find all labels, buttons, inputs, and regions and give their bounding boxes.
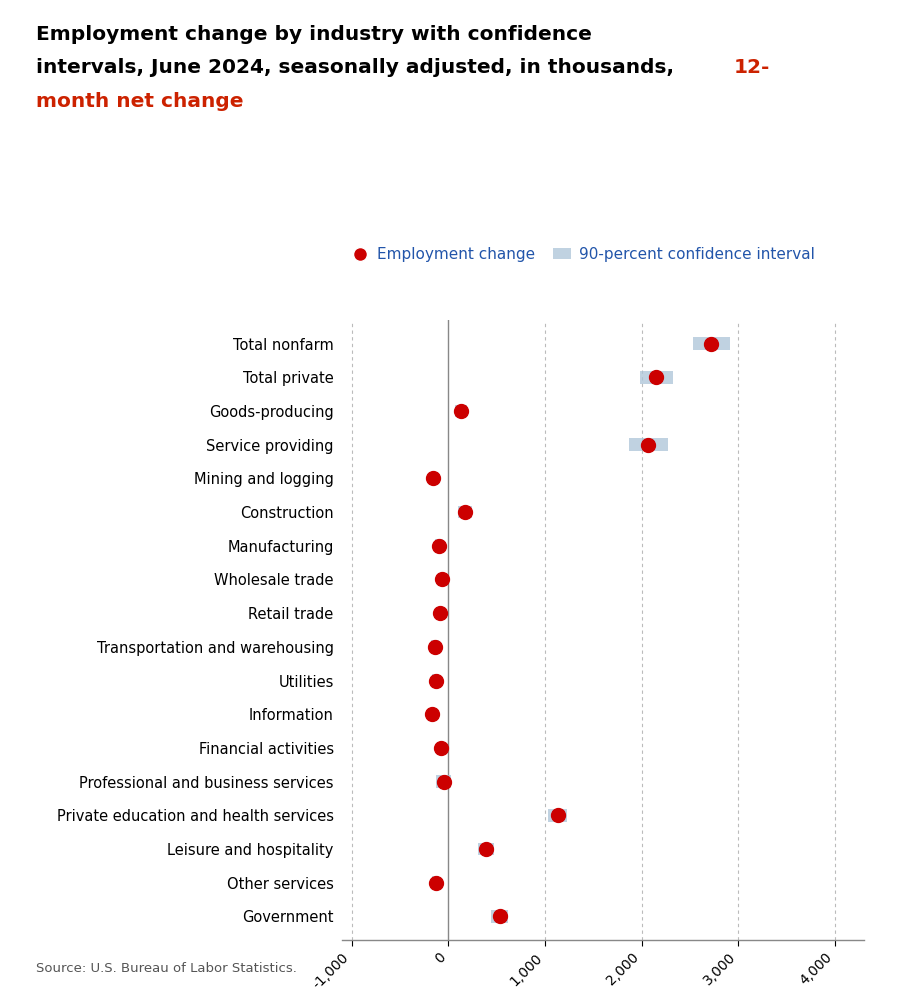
Point [479, 841, 493, 857]
Bar [491, 910, 508, 923]
Point [641, 437, 655, 453]
Bar [455, 405, 467, 417]
Bar [437, 742, 444, 754]
Point [435, 571, 449, 587]
Bar [436, 607, 445, 620]
Bar [428, 708, 436, 721]
Bar [548, 809, 567, 822]
Text: month net change: month net change [36, 92, 244, 111]
Point [432, 538, 446, 554]
Point [551, 807, 565, 823]
Point [704, 336, 718, 352]
Bar [640, 371, 672, 384]
Point [433, 605, 447, 621]
Bar [436, 775, 451, 788]
Point [428, 875, 443, 891]
Text: intervals, June 2024, seasonally adjusted, in thousands,: intervals, June 2024, seasonally adjuste… [36, 58, 681, 77]
Point [427, 470, 441, 486]
Point [649, 369, 663, 385]
Text: 12-: 12- [734, 58, 770, 77]
Text: Employment change by industry with confidence: Employment change by industry with confi… [36, 25, 592, 44]
Legend: Employment change, 90-percent confidence interval: Employment change, 90-percent confidence… [345, 241, 821, 268]
Bar [432, 876, 439, 889]
Bar [629, 438, 668, 451]
Bar [693, 337, 730, 350]
Point [425, 706, 439, 722]
Text: Source: U.S. Bureau of Labor Statistics.: Source: U.S. Bureau of Labor Statistics. [36, 962, 297, 975]
Bar [437, 573, 446, 586]
Point [434, 740, 448, 756]
Bar [432, 674, 439, 687]
Point [428, 673, 443, 689]
Point [492, 908, 507, 924]
Bar [429, 472, 437, 485]
Bar [478, 843, 494, 855]
Bar [458, 506, 472, 518]
Point [454, 403, 468, 419]
Point [428, 639, 442, 655]
Bar [435, 539, 444, 552]
Bar [431, 640, 438, 653]
Point [436, 774, 451, 790]
Point [457, 504, 472, 520]
